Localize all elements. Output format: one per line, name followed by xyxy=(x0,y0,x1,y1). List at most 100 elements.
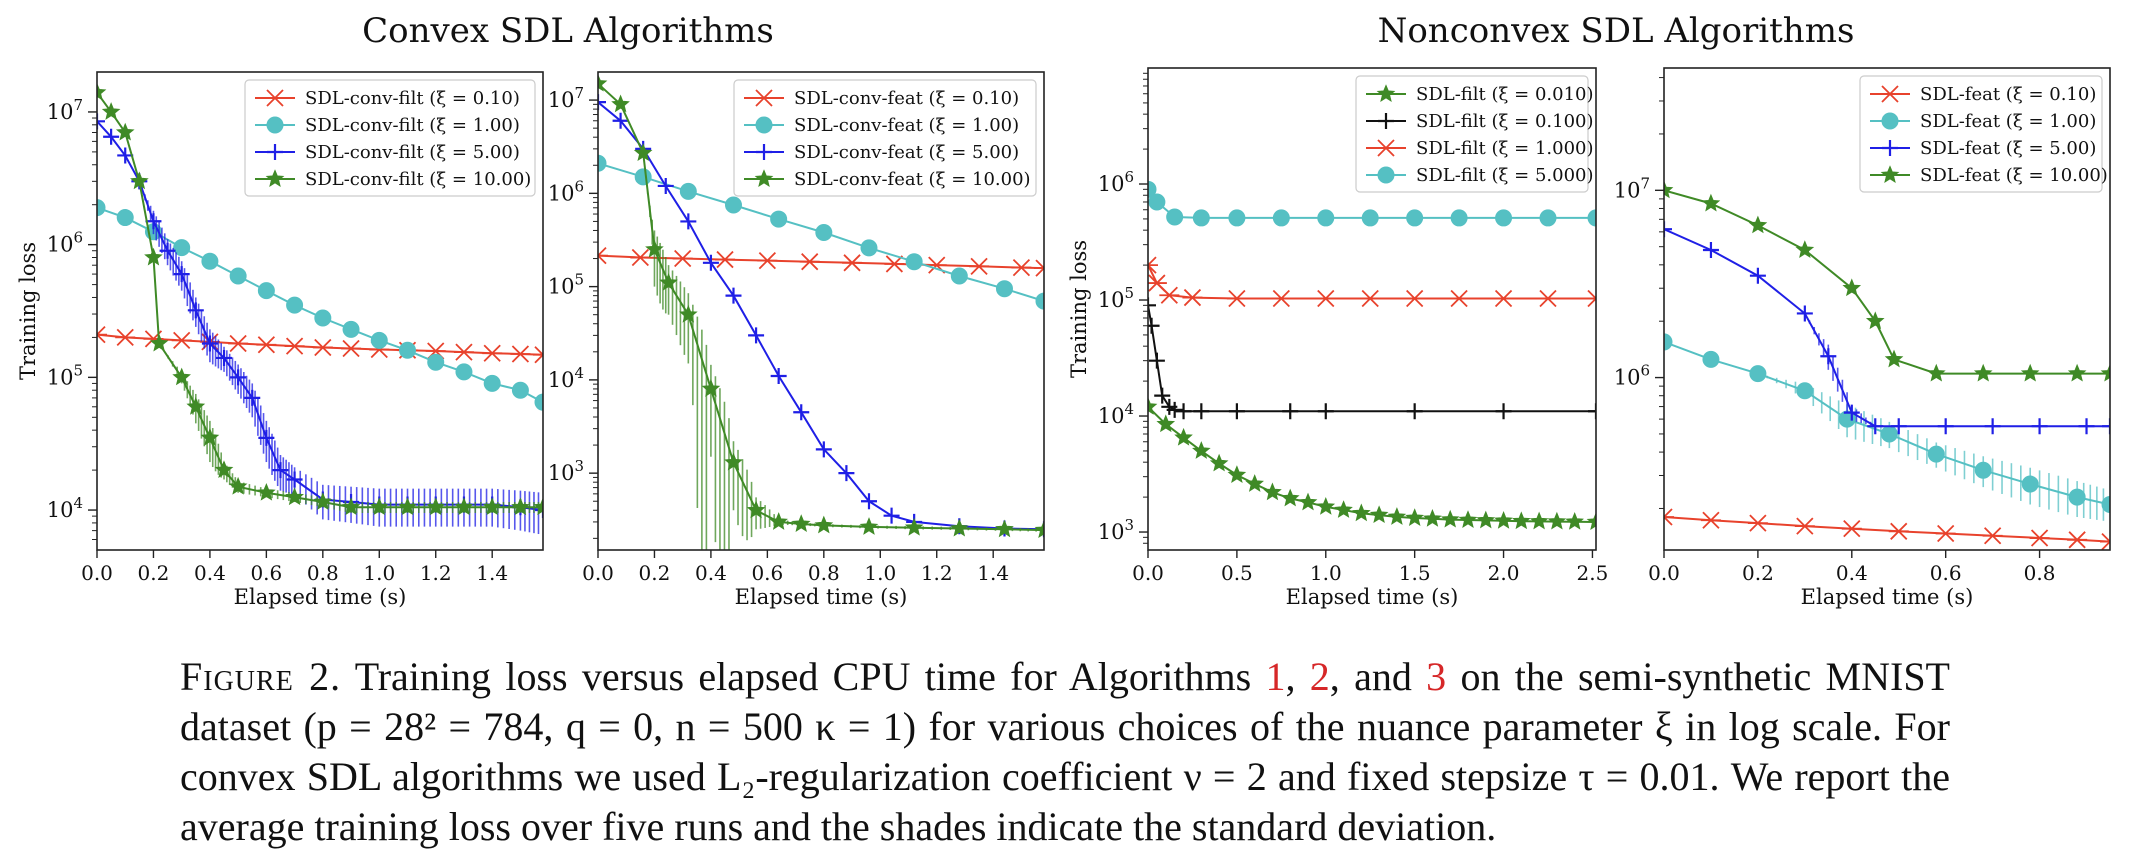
data-point xyxy=(511,381,529,399)
y-tick-label: 105 xyxy=(47,361,83,389)
data-point xyxy=(1352,503,1371,522)
data-point xyxy=(2102,418,2110,435)
x-tick-label: 1.2 xyxy=(921,561,953,585)
x-tick-label: 1.4 xyxy=(476,561,508,585)
data-point xyxy=(1182,288,1203,307)
data-point xyxy=(1702,350,1720,368)
data-point xyxy=(1794,517,1815,535)
y-tick-base: 10 xyxy=(548,461,575,485)
legend-item: SDL-filt (ξ = 5.000) xyxy=(1366,165,1594,186)
data-point xyxy=(97,325,107,344)
x-tick-label: 1.2 xyxy=(420,561,452,585)
data-point xyxy=(455,363,473,381)
x-tick-label: 0.0 xyxy=(582,561,614,585)
data-point xyxy=(793,404,810,421)
series-3-1 xyxy=(1148,397,1596,530)
data-point xyxy=(1450,209,1468,227)
data-point xyxy=(1539,209,1557,227)
data-point xyxy=(1796,305,1813,322)
series-line xyxy=(1148,305,1596,413)
data-point xyxy=(2067,363,2087,382)
caption-sep-2: , and xyxy=(1329,654,1427,699)
data-point xyxy=(1880,425,1898,443)
data-point xyxy=(1865,311,1885,330)
plot-area xyxy=(1148,180,1596,530)
algorithm-ref-1[interactable]: 1 xyxy=(1265,654,1286,699)
data-point xyxy=(1529,511,1549,530)
data-point xyxy=(342,320,360,338)
chart-panel-1: 0.0 0.2 0.4 0.6 0.8 1.0 1.2 1.4104105106107Elap… xyxy=(16,71,544,609)
legend-label: SDL-conv-feat (ξ = 5.00) xyxy=(794,142,1019,163)
data-point xyxy=(258,429,275,446)
data-point xyxy=(482,497,502,516)
data-point xyxy=(1334,500,1353,518)
y-tick-exponent: 7 xyxy=(574,84,584,102)
legend-label: SDL-feat (ξ = 1.00) xyxy=(1920,111,2096,132)
data-point xyxy=(1156,414,1176,433)
y-tick-base: 10 xyxy=(47,365,74,389)
data-point xyxy=(2021,475,2039,493)
data-point xyxy=(1700,511,1721,529)
data-point xyxy=(1449,289,1470,308)
data-point xyxy=(187,302,204,319)
data-point xyxy=(1227,465,1247,483)
legend-label: SDL-conv-feat (ξ = 1.00) xyxy=(794,115,1019,136)
y-tick-base: 10 xyxy=(47,498,74,522)
legend-item: SDL-feat (ξ = 10.00) xyxy=(1870,165,2108,186)
data-point xyxy=(1423,509,1442,527)
legend-label: SDL-filt (ξ = 0.100) xyxy=(1416,111,1594,132)
data-point xyxy=(1317,403,1334,420)
figure: Convex SDL Algorithms Nonconvex SDL Algo… xyxy=(16,11,2111,609)
data-point xyxy=(815,441,832,458)
data-point xyxy=(1867,418,1884,435)
legend-label: SDL-conv-filt (ξ = 5.00) xyxy=(305,142,520,163)
x-tick-label: 0.4 xyxy=(695,561,727,585)
legend-frame xyxy=(244,79,536,197)
data-point xyxy=(173,239,191,257)
x-tick-label: 1.0 xyxy=(1310,561,1342,585)
y-tick-base: 10 xyxy=(47,100,74,124)
y-tick-base: 10 xyxy=(1098,404,1125,428)
data-point xyxy=(453,343,474,361)
x-tick-label: 0.0 xyxy=(1648,561,1680,585)
data-point xyxy=(1565,512,1584,530)
data-point xyxy=(1148,180,1157,198)
data-point xyxy=(883,507,900,524)
data-point xyxy=(1586,512,1596,530)
axes-frame xyxy=(1147,67,1597,551)
data-point xyxy=(2067,531,2088,549)
legend: SDL-conv-filt (ξ = 0.10) SDL-conv-filt (ξ… xyxy=(244,79,536,197)
data-point xyxy=(1228,403,1245,420)
series-3-2 xyxy=(1148,297,1596,420)
x-tick-label: 0.2 xyxy=(138,561,170,585)
data-point xyxy=(860,493,877,510)
data-point xyxy=(115,328,136,347)
data-point xyxy=(1369,505,1389,524)
data-point xyxy=(1842,278,1862,297)
data-point xyxy=(1209,453,1229,472)
data-point xyxy=(130,171,149,190)
data-point xyxy=(1315,289,1336,308)
series-line xyxy=(1664,189,2110,375)
data-point xyxy=(312,338,333,357)
data-point xyxy=(1547,511,1567,530)
data-point xyxy=(1748,215,1768,234)
data-point xyxy=(815,224,833,242)
data-point xyxy=(1935,524,1956,543)
data-point xyxy=(1440,509,1460,528)
y-tick-label: 106 xyxy=(1614,362,1650,390)
algorithm-ref-3[interactable]: 3 xyxy=(1426,654,1447,699)
data-point xyxy=(598,154,607,172)
caption-text-2: on the semi-synthetic MNIST dataset (p =… xyxy=(180,654,1950,849)
y-tick-base: 10 xyxy=(1614,366,1641,390)
data-point xyxy=(611,94,630,113)
algorithm-ref-2[interactable]: 2 xyxy=(1309,654,1330,699)
x-tick-label: 0.4 xyxy=(194,561,226,585)
data-point xyxy=(369,497,389,516)
data-point xyxy=(2020,363,2040,382)
series-3-4 xyxy=(1148,180,1596,227)
data-point xyxy=(1664,221,1672,238)
data-point xyxy=(399,341,417,359)
data-point xyxy=(1166,401,1183,418)
x-tick-label: 1.0 xyxy=(864,561,896,585)
